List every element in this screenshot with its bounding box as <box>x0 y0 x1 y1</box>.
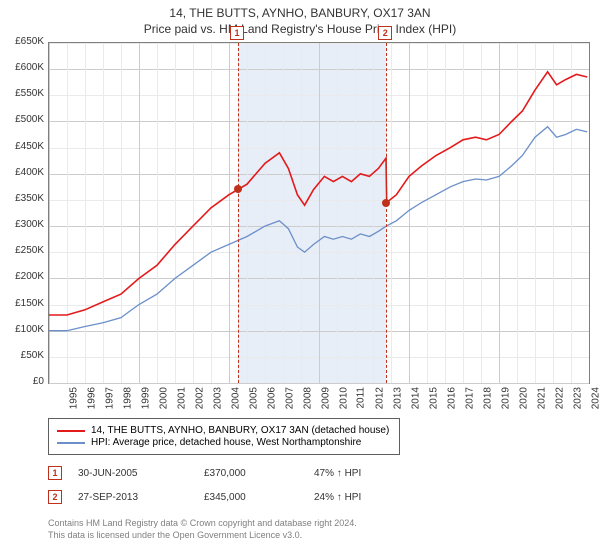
y-axis-label: £650K <box>2 36 44 47</box>
sale-hpi: 47% ↑ HPI <box>314 468 414 479</box>
sale-marker-line <box>386 43 387 383</box>
sale-date: 27-SEP-2013 <box>78 492 204 503</box>
sale-hpi: 24% ↑ HPI <box>314 492 414 503</box>
y-axis-label: £600K <box>2 62 44 73</box>
x-axis-label: 2009 <box>320 387 331 409</box>
chart-container: 14, THE BUTTS, AYNHO, BANBURY, OX17 3AN … <box>0 0 600 560</box>
y-axis-label: £0 <box>2 376 44 387</box>
y-axis-label: £50K <box>2 350 44 361</box>
legend-label-hpi: HPI: Average price, detached house, West… <box>91 437 361 448</box>
x-axis-label: 2015 <box>428 387 439 409</box>
x-axis-label: 2002 <box>194 387 205 409</box>
x-axis-label: 2010 <box>338 387 349 409</box>
x-axis-label: 2004 <box>230 387 241 409</box>
y-axis-label: £500K <box>2 114 44 125</box>
y-axis-label: £400K <box>2 167 44 178</box>
sale-marker-badge: 2 <box>378 26 392 40</box>
sale-marker-badge: 1 <box>230 26 244 40</box>
x-axis-label: 2011 <box>356 387 367 409</box>
x-axis-label: 2008 <box>302 387 313 409</box>
legend-box: 14, THE BUTTS, AYNHO, BANBURY, OX17 3AN … <box>48 418 400 455</box>
x-axis-label: 1999 <box>140 387 151 409</box>
x-axis-label: 2022 <box>554 387 565 409</box>
x-axis-label: 2021 <box>536 387 547 409</box>
legend-swatch-red <box>57 430 85 432</box>
y-axis-label: £300K <box>2 219 44 230</box>
footer-attribution: Contains HM Land Registry data © Crown c… <box>48 518 357 541</box>
sale-badge: 1 <box>48 466 62 480</box>
gridline-h <box>49 383 589 384</box>
sale-price: £345,000 <box>204 492 314 503</box>
y-axis-label: £550K <box>2 88 44 99</box>
x-axis-label: 2012 <box>374 387 385 409</box>
x-axis-label: 1995 <box>68 387 79 409</box>
x-axis-label: 1996 <box>86 387 97 409</box>
x-axis-label: 2006 <box>266 387 277 409</box>
legend-label-property: 14, THE BUTTS, AYNHO, BANBURY, OX17 3AN … <box>91 425 389 436</box>
x-axis-label: 2001 <box>176 387 187 409</box>
series-blue <box>49 127 587 331</box>
plot-area <box>48 42 590 384</box>
sale-date: 30-JUN-2005 <box>78 468 204 479</box>
x-axis-label: 1998 <box>122 387 133 409</box>
legend-swatch-blue <box>57 442 85 444</box>
x-axis-label: 2007 <box>284 387 295 409</box>
legend-item-hpi: HPI: Average price, detached house, West… <box>57 437 391 448</box>
sale-row: 1 30-JUN-2005£370,00047% ↑ HPI <box>48 466 414 480</box>
x-axis-label: 2000 <box>158 387 169 409</box>
x-axis-label: 2013 <box>392 387 403 409</box>
x-axis-label: 2019 <box>500 387 511 409</box>
x-axis-label: 1997 <box>104 387 115 409</box>
x-axis-label: 2005 <box>248 387 259 409</box>
sale-marker-dot <box>382 199 390 207</box>
x-axis-label: 2020 <box>518 387 529 409</box>
chart-subtitle: Price paid vs. HM Land Registry's House … <box>0 20 600 36</box>
y-axis-label: £350K <box>2 193 44 204</box>
series-red <box>49 72 587 315</box>
x-axis-label: 2017 <box>464 387 475 409</box>
legend-item-property: 14, THE BUTTS, AYNHO, BANBURY, OX17 3AN … <box>57 425 391 436</box>
sale-marker-line <box>238 43 239 383</box>
x-axis-label: 2014 <box>410 387 421 409</box>
y-axis-label: £100K <box>2 324 44 335</box>
x-axis-label: 2016 <box>446 387 457 409</box>
chart-lines <box>49 43 589 383</box>
x-axis-label: 2018 <box>482 387 493 409</box>
footer-line2: This data is licensed under the Open Gov… <box>48 530 357 542</box>
x-axis-label: 2024 <box>590 387 600 409</box>
y-axis-label: £150K <box>2 298 44 309</box>
x-axis-label: 2003 <box>212 387 223 409</box>
footer-line1: Contains HM Land Registry data © Crown c… <box>48 518 357 530</box>
y-axis-label: £450K <box>2 141 44 152</box>
sale-row: 2 27-SEP-2013£345,00024% ↑ HPI <box>48 490 414 504</box>
x-axis-label: 2023 <box>572 387 583 409</box>
chart-title-address: 14, THE BUTTS, AYNHO, BANBURY, OX17 3AN <box>0 0 600 20</box>
y-axis-label: £250K <box>2 245 44 256</box>
sale-price: £370,000 <box>204 468 314 479</box>
y-axis-label: £200K <box>2 271 44 282</box>
sale-badge: 2 <box>48 490 62 504</box>
